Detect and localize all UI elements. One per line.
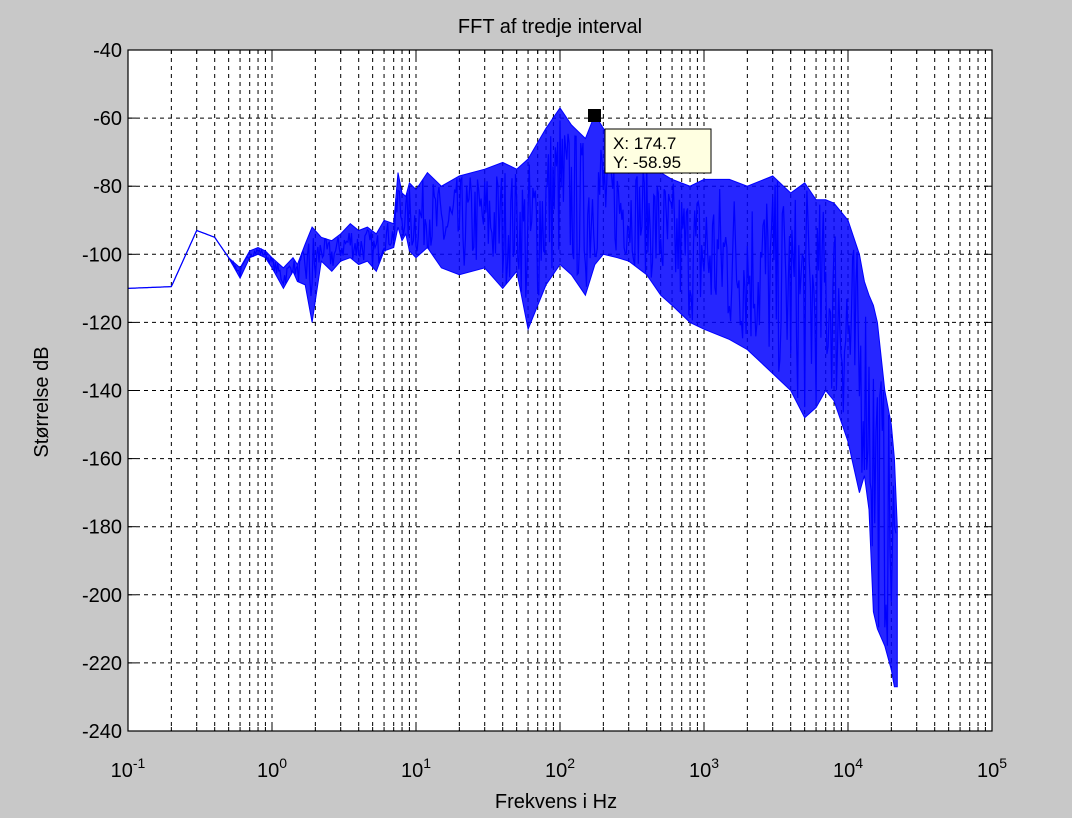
x-tick-exponent: 2 bbox=[567, 755, 575, 771]
x-tick-label: 100 bbox=[257, 755, 287, 782]
y-tick-label: -240 bbox=[82, 721, 122, 743]
y-axis-label: Størrelse dB bbox=[31, 346, 53, 457]
series-layer bbox=[127, 107, 898, 688]
x-tick-exponent: 0 bbox=[279, 755, 287, 771]
x-tick-exponent: 1 bbox=[423, 755, 431, 771]
x-tick-label: 101 bbox=[401, 755, 431, 782]
x-tick-label: 10-1 bbox=[111, 755, 146, 782]
x-tick-exponent: 3 bbox=[711, 755, 719, 771]
series-0-trace bbox=[127, 120, 897, 646]
data-tip-y: Y: -58.95 bbox=[613, 153, 681, 172]
data-tip-box bbox=[604, 128, 712, 174]
x-tick-base: 10 bbox=[833, 760, 855, 782]
chart-title: FFT af tredje interval bbox=[458, 16, 642, 38]
data-tip[interactable]: X: 174.7 Y: -58.95 bbox=[588, 109, 712, 174]
y-tick-label: -80 bbox=[93, 176, 122, 198]
x-tick-exponent: 4 bbox=[855, 755, 863, 771]
x-tick-base: 10 bbox=[545, 760, 567, 782]
y-tick-label: -100 bbox=[82, 244, 122, 266]
x-tick-label: 102 bbox=[545, 755, 575, 782]
x-tick-base: 10 bbox=[689, 760, 711, 782]
x-tick-base: 10 bbox=[257, 760, 279, 782]
x-tick-label: 105 bbox=[977, 755, 1007, 782]
x-tick-exponent: 5 bbox=[999, 755, 1007, 771]
y-tick-label: -120 bbox=[82, 312, 122, 334]
x-tick-base: 10 bbox=[401, 760, 423, 782]
data-tip-x: X: 174.7 bbox=[613, 134, 676, 153]
x-axis-ticks: 10-1 100 101 102 103 104 105 bbox=[111, 50, 1007, 782]
x-tick-base: 10 bbox=[977, 760, 999, 782]
x-tick-base: 10 bbox=[111, 760, 133, 782]
y-tick-label: -40 bbox=[93, 40, 122, 62]
x-tick-exponent: -1 bbox=[133, 755, 146, 771]
y-tick-label: -220 bbox=[82, 653, 122, 675]
x-tick-label: 103 bbox=[689, 755, 719, 782]
x-axis-label: Frekvens i Hz bbox=[495, 791, 617, 813]
x-tick-label: 104 bbox=[833, 755, 863, 782]
y-tick-label: -60 bbox=[93, 108, 122, 130]
y-axis-ticks: -40 -60 -80 -100 -120 -140 -160 -180 -200 -220 -24… bbox=[82, 40, 992, 743]
y-tick-label: -160 bbox=[82, 449, 122, 471]
y-tick-label: -180 bbox=[82, 517, 122, 539]
y-tick-label: -200 bbox=[82, 585, 122, 607]
y-tick-label: -140 bbox=[82, 381, 122, 403]
data-tip-marker bbox=[588, 109, 601, 122]
